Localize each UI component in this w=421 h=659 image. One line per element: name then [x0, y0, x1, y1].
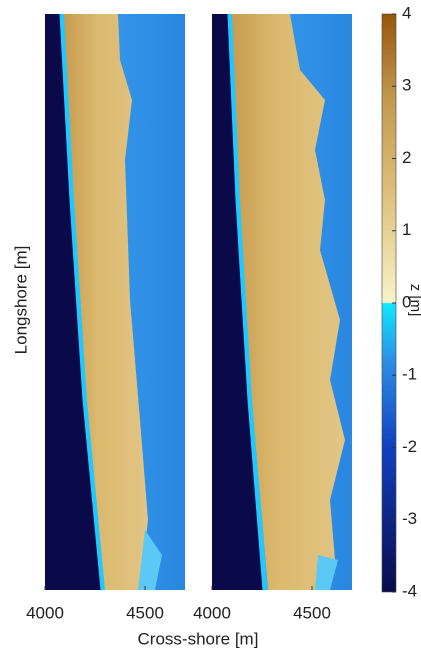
panel-2: [212, 14, 352, 590]
x-tick-label: 4000: [193, 603, 231, 622]
y-axis-label: Longshore [m]: [11, 246, 30, 355]
colorbar-tick-label: -4: [402, 581, 417, 600]
figure: Longshore [m] Cross-shore [m] z [m] 4000…: [0, 0, 421, 654]
panel-1: [45, 14, 185, 590]
colorbar-tick-label: -2: [402, 437, 417, 456]
colorbar-tick-label: -3: [402, 509, 417, 528]
colorbar-tick-label: -1: [402, 365, 417, 384]
colorbar-tick-label: 2: [402, 148, 411, 167]
colorbar-tick-label: 0: [402, 292, 411, 311]
colorbar-tick-label: 4: [402, 3, 411, 22]
x-tick-label: 4500: [126, 603, 164, 622]
x-axis-label: Cross-shore [m]: [138, 629, 259, 648]
colorbar-tick-label: 1: [402, 220, 411, 239]
colorbar-tick-label: 3: [402, 76, 411, 95]
x-tick-label: 4500: [293, 603, 331, 622]
x-tick-label: 4000: [26, 603, 64, 622]
